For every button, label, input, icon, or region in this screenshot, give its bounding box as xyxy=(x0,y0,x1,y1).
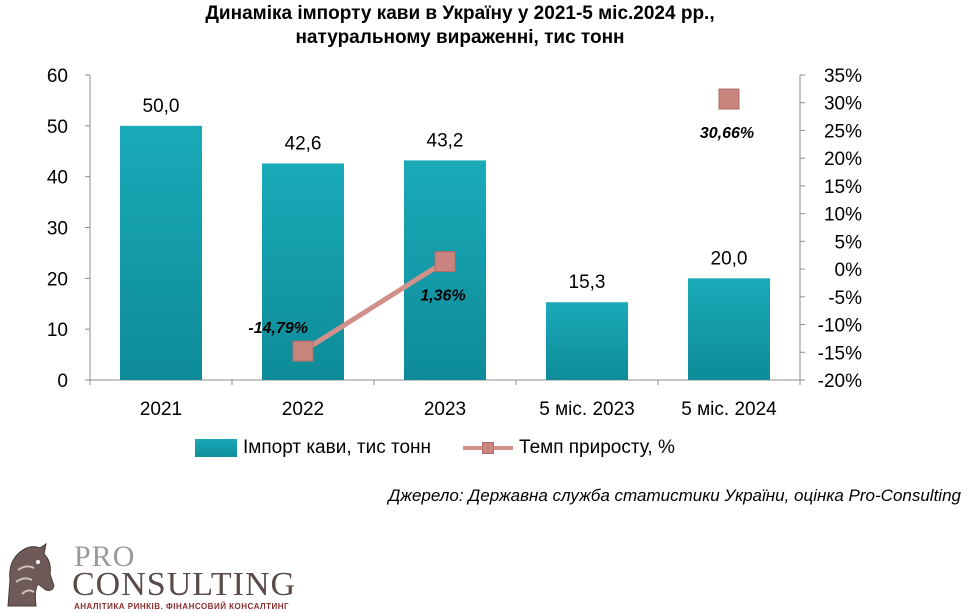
chart-title: Динаміка імпорту кави в Україну у 2021-5… xyxy=(0,2,920,50)
pro-consulting-logo: PRO CONSULTING АНАЛІТИКА РИНКІВ. ФІНАНСО… xyxy=(0,540,300,613)
growth-point xyxy=(434,251,456,273)
legend-label-growth: Темп приросту, % xyxy=(519,437,675,458)
legend-item-import: Імпорт кави, тис тонн xyxy=(195,437,431,459)
growth-data-label: 1,36% xyxy=(420,288,465,305)
y-left-tick-label: 10 xyxy=(47,320,68,341)
x-tick-label: 2023 xyxy=(424,399,466,420)
bar xyxy=(120,125,202,380)
y-right-tick-label: 35% xyxy=(824,66,862,87)
growth-line-segment xyxy=(300,259,448,354)
y-right-tick-label: 20% xyxy=(824,149,862,170)
y-right-tick-label: -20% xyxy=(818,371,862,392)
chart-title-line-1: Динаміка імпорту кави в Україну у 2021-5… xyxy=(205,3,715,24)
bar-data-label: 42,6 xyxy=(285,133,322,154)
legend-bar-swatch xyxy=(195,439,237,457)
bar-data-label: 43,2 xyxy=(427,130,464,151)
bar xyxy=(688,278,770,380)
legend-line-swatch xyxy=(463,439,514,457)
growth-point xyxy=(292,340,314,362)
source-note: Джерело: Державна служба статистики Укра… xyxy=(388,486,961,505)
bar-data-label: 15,3 xyxy=(569,272,606,293)
x-tick-label: 2021 xyxy=(140,399,182,420)
y-right-tick-label: 25% xyxy=(824,121,862,142)
growth-data-label: -14,79% xyxy=(248,320,308,337)
logo-text-consulting: CONSULTING xyxy=(72,566,297,603)
y-left-tick-label: 0 xyxy=(57,371,68,392)
y-right-tick-label: -10% xyxy=(818,316,862,337)
y-right-tick-label: 15% xyxy=(824,177,862,198)
y-right-tick-label: 0% xyxy=(835,260,863,281)
legend-item-growth: Темп приросту, % xyxy=(463,437,675,459)
chart-title-line-2: натуральному вираженні, тис тонн xyxy=(295,27,625,48)
x-tick-label: 2022 xyxy=(282,399,324,420)
x-tick-label: 5 міс. 2024 xyxy=(681,399,777,420)
chart-legend: Імпорт кави, тис тонн Темп приросту, % xyxy=(195,437,707,459)
growth-data-label: 30,66% xyxy=(700,125,754,142)
bar-data-label: 20,0 xyxy=(711,248,748,269)
y-left-tick-label: 60 xyxy=(47,66,68,87)
legend-label-import: Імпорт кави, тис тонн xyxy=(243,437,432,458)
bar xyxy=(546,302,628,380)
y-right-tick-label: -5% xyxy=(828,288,862,309)
y-right-tick-label: -15% xyxy=(818,343,862,364)
y-right-tick-label: 5% xyxy=(835,232,863,253)
y-left-tick-label: 50 xyxy=(47,117,68,138)
y-right-tick-label: 30% xyxy=(824,94,862,115)
bar-data-label: 50,0 xyxy=(143,96,180,117)
logo-tagline: АНАЛІТИКА РИНКІВ. ФІНАНСОВИЙ КОНСАЛТИНГ xyxy=(74,602,290,611)
growth-point xyxy=(718,88,740,110)
x-tick-label: 5 міс. 2023 xyxy=(539,399,634,420)
y-right-tick-label: 10% xyxy=(824,205,862,226)
y-left-tick-label: 40 xyxy=(47,168,68,189)
logo-text-pro: PRO xyxy=(74,540,136,573)
horse-head-icon xyxy=(0,540,60,608)
y-left-tick-label: 30 xyxy=(47,219,68,240)
y-left-tick-label: 20 xyxy=(47,269,68,290)
